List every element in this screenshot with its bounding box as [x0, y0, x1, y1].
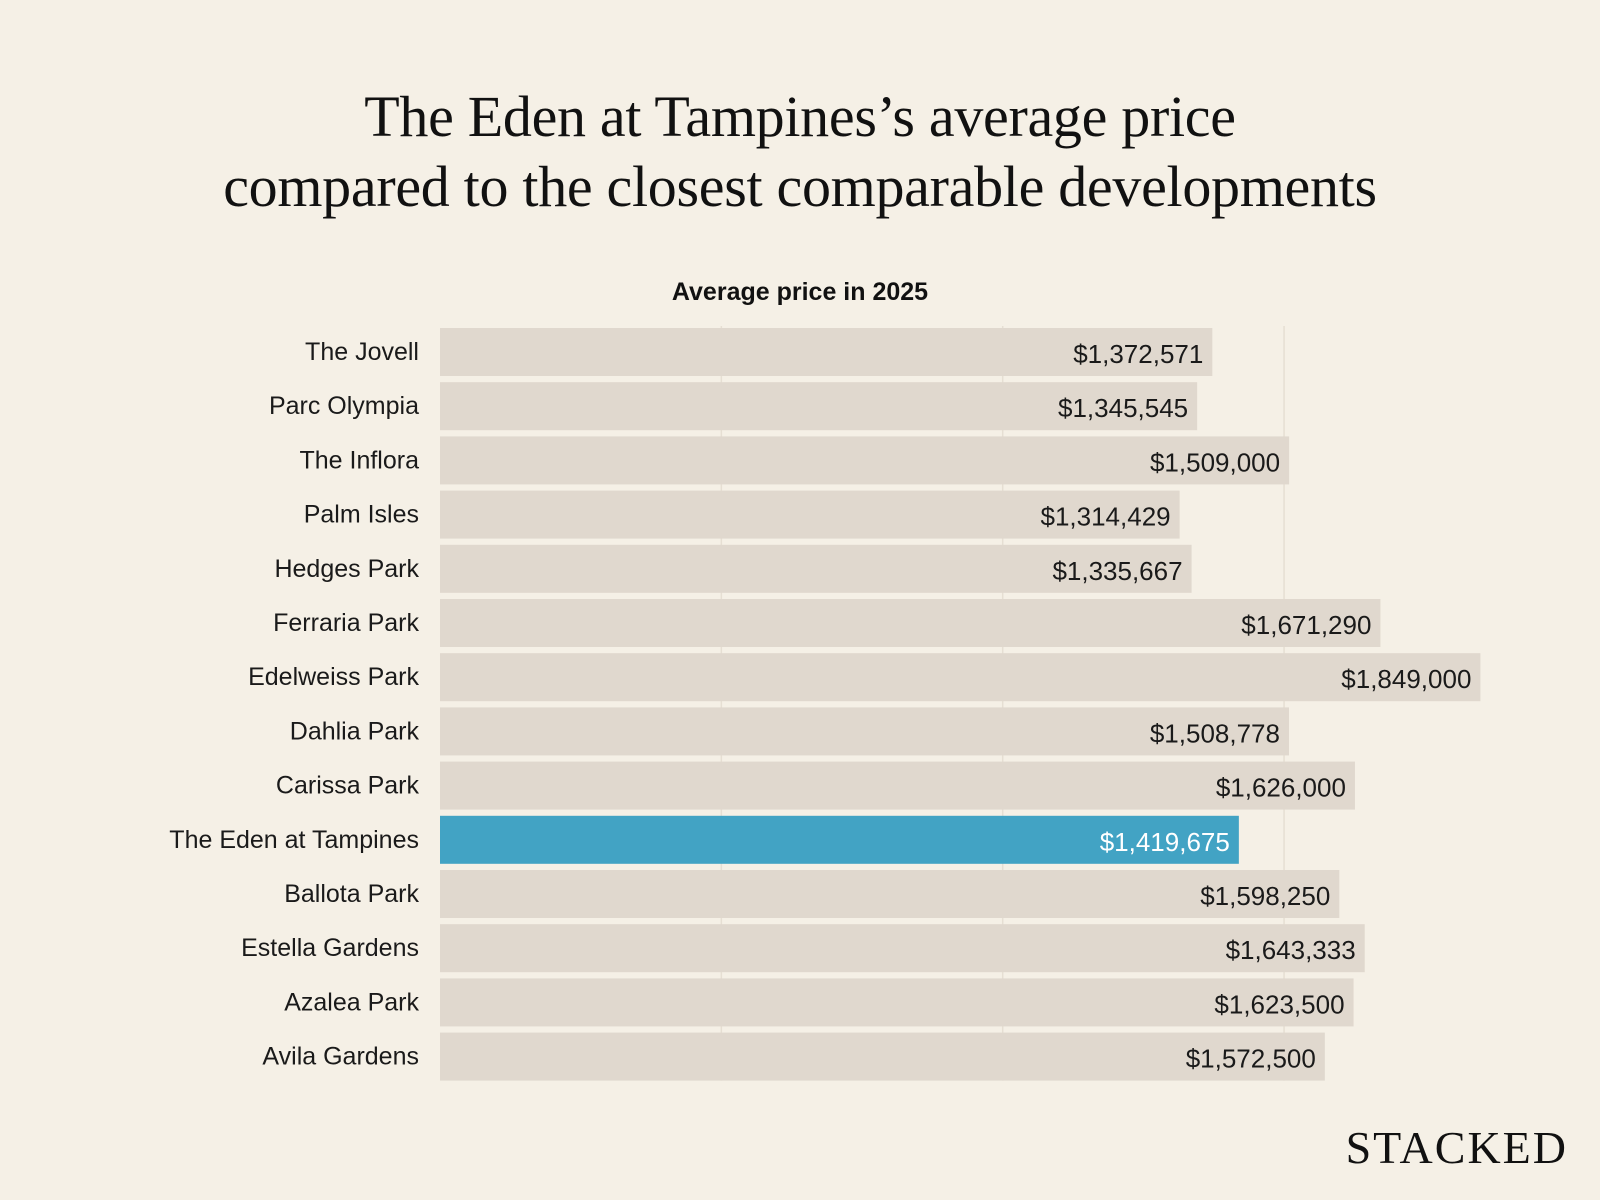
category-label: Palm Isles	[304, 501, 419, 529]
category-label: The Jovell	[305, 338, 419, 366]
category-label: Azalea Park	[284, 988, 419, 1016]
category-label: Dahlia Park	[290, 717, 420, 745]
bar	[440, 707, 1289, 756]
stacked-logo: STACKED	[1345, 1122, 1568, 1173]
chart-title-line-2: compared to the closest comparable devel…	[223, 154, 1377, 219]
bar	[440, 544, 1192, 593]
category-label: Avila Gardens	[262, 1043, 419, 1071]
bar	[440, 761, 1355, 810]
category-label: Parc Olympia	[269, 392, 419, 420]
category-label: Estella Gardens	[241, 934, 419, 962]
value-label: $1,372,571	[1073, 339, 1203, 369]
bar	[440, 490, 1180, 539]
value-label: $1,598,250	[1200, 881, 1330, 911]
bar	[440, 924, 1365, 973]
bar	[440, 599, 1381, 647]
category-labels: The Jovell Parc Olympia The Inflora Palm Is…	[169, 338, 419, 1071]
value-label: $1,643,333	[1226, 935, 1356, 965]
chart-title-line-1: The Eden at Tampines’s average price	[364, 84, 1236, 149]
bar-highlight	[440, 815, 1239, 864]
bar	[440, 382, 1198, 431]
bar	[440, 436, 1290, 485]
bar	[440, 978, 1354, 1027]
value-label: $1,508,778	[1150, 718, 1280, 748]
bar	[440, 1032, 1325, 1081]
bars	[440, 328, 1481, 1081]
value-label: $1,314,429	[1040, 502, 1170, 532]
category-label: Ballota Park	[284, 880, 419, 908]
value-label: $1,335,667	[1052, 556, 1182, 586]
value-label: $1,626,000	[1216, 773, 1346, 803]
bar	[440, 328, 1213, 376]
category-label: The Eden at Tampines	[169, 826, 419, 854]
value-label: $1,419,675	[1100, 827, 1230, 857]
bar	[440, 653, 1481, 702]
category-label: Carissa Park	[276, 772, 420, 800]
category-label: Edelweiss Park	[248, 663, 419, 691]
chart-title: The Eden at Tampines’s average price com…	[0, 82, 1600, 222]
value-label: $1,572,500	[1186, 1044, 1316, 1074]
value-label: $1,509,000	[1150, 447, 1280, 477]
bar	[440, 870, 1340, 918]
category-label: The Inflora	[299, 446, 419, 474]
category-label: Ferraria Park	[273, 609, 419, 637]
value-labels: $1,372,571 $1,345,545 $1,509,000 $1,314,429…	[1040, 339, 1471, 1074]
chart-subtitle: Average price in 2025	[671, 278, 929, 306]
value-label: $1,345,545	[1058, 393, 1188, 423]
value-label: $1,623,500	[1214, 989, 1344, 1019]
category-label: Hedges Park	[274, 555, 419, 583]
value-label: $1,671,290	[1241, 610, 1371, 640]
value-label: $1,849,000	[1341, 664, 1471, 694]
